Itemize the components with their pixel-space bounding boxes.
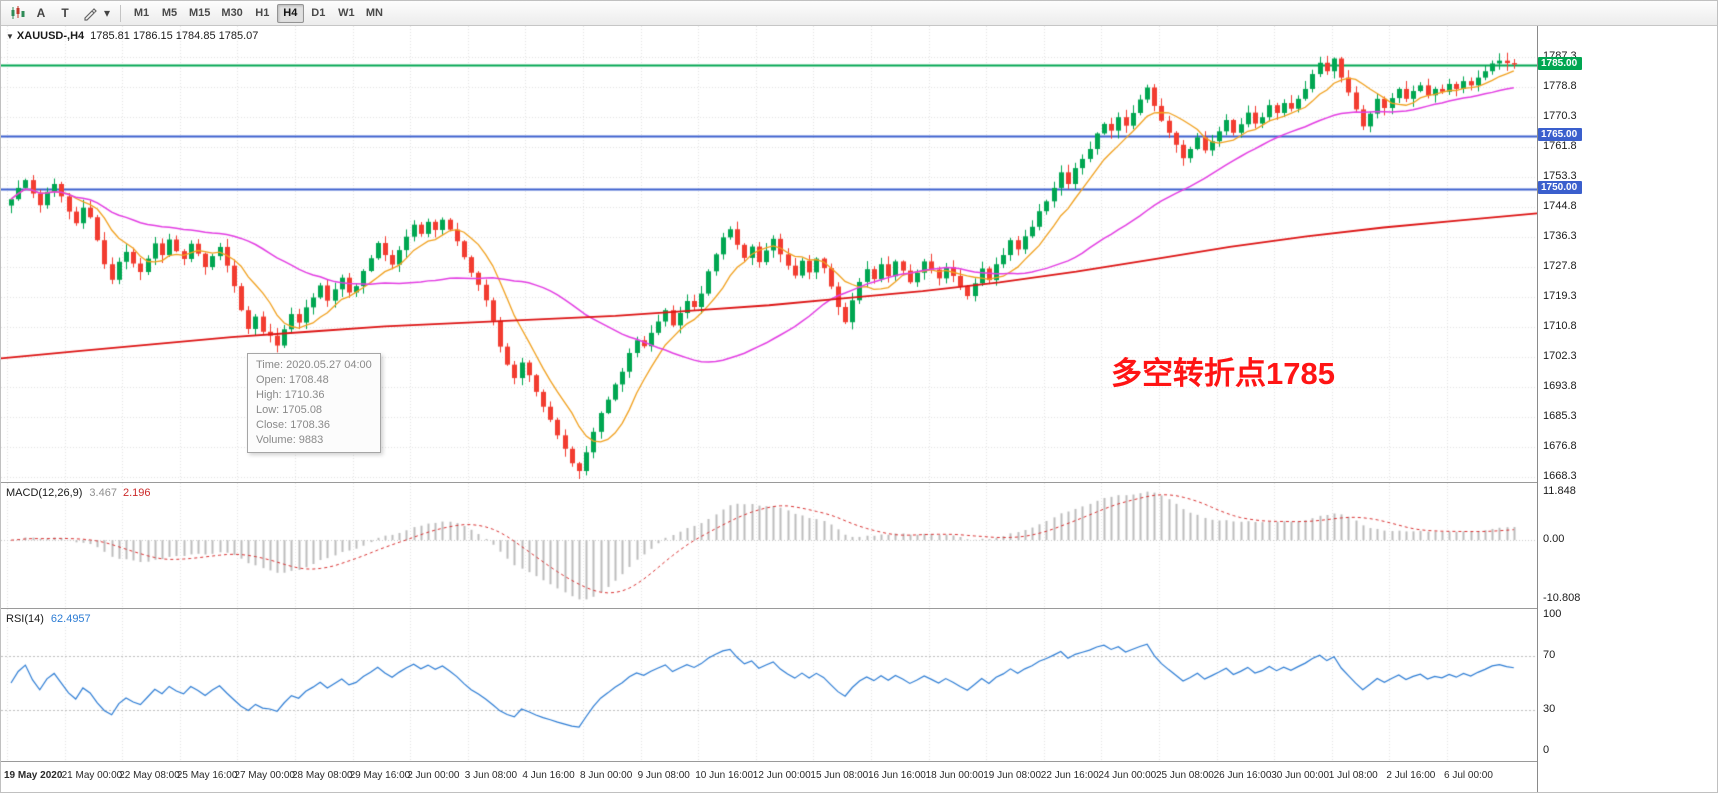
time-axis-label: 22 Jun 16:00 bbox=[1040, 770, 1099, 781]
macd-axis-label: 0.00 bbox=[1543, 533, 1565, 546]
panel-separator[interactable] bbox=[1, 761, 1717, 762]
rsi-value: 62.4957 bbox=[50, 613, 91, 625]
timeframe-button-w1[interactable]: W1 bbox=[338, 7, 355, 19]
panel-separator[interactable] bbox=[1, 608, 1717, 609]
timeframe-toolbar: M1 M5 M15 M30 H1 H4 D1 W1 MN bbox=[128, 3, 388, 23]
time-axis-label: 22 May 08:00 bbox=[119, 770, 180, 781]
macd-indicator-canvas[interactable] bbox=[1, 483, 1537, 608]
time-axis-label: 3 Jun 08:00 bbox=[464, 770, 518, 781]
price-axis-label: 1736.3 bbox=[1543, 230, 1577, 243]
price-axis-label: 1770.3 bbox=[1543, 109, 1577, 122]
time-axis-label: 4 Jun 16:00 bbox=[522, 770, 575, 781]
timeframe-button-m5[interactable]: M5 bbox=[161, 7, 178, 19]
chart-annotation-text[interactable]: 多空转折点1785 bbox=[1111, 356, 1335, 391]
time-axis-label: 29 May 16:00 bbox=[349, 770, 411, 781]
price-axis-label: 1744.8 bbox=[1543, 199, 1577, 212]
rsi-axis-label: 30 bbox=[1543, 703, 1556, 716]
time-axis-label: 27 May 00:00 bbox=[234, 770, 295, 781]
drawing-toolbar: A T ▾ bbox=[5, 3, 113, 23]
tooltip-row: High: 1710.36 bbox=[256, 389, 325, 401]
drawing-tools-icon[interactable] bbox=[77, 3, 101, 23]
timeframe-button-m15[interactable]: M15 bbox=[189, 7, 211, 19]
time-axis-label: 26 Jun 16:00 bbox=[1213, 770, 1272, 781]
timeframe-button-h4[interactable]: H4 bbox=[276, 3, 304, 23]
price-axis-label: 1685.3 bbox=[1543, 410, 1577, 423]
time-axis-label: 6 Jul 00:00 bbox=[1444, 770, 1493, 781]
time-axis-label: 21 May 00:00 bbox=[61, 770, 123, 781]
time-scale[interactable]: 19 May 2020 21 May 00:00 22 May 08:00 25 Ma… bbox=[1, 762, 1537, 792]
time-axis-label: 24 Jun 00:00 bbox=[1098, 770, 1157, 781]
rsi-axis-label: 100 bbox=[1543, 608, 1562, 620]
time-axis-label: 2 Jul 16:00 bbox=[1386, 770, 1436, 781]
hline-price-tag: 1765.00 bbox=[1538, 127, 1583, 141]
price-axis-label: 1753.3 bbox=[1543, 169, 1577, 182]
time-axis-label: 25 May 16:00 bbox=[176, 770, 238, 781]
text-frame-icon[interactable]: T bbox=[61, 6, 69, 20]
tooltip-row: Low: 1705.08 bbox=[256, 404, 323, 416]
chart-ohlc-values: 1785.81 1786.15 1784.85 1785.07 bbox=[90, 30, 259, 42]
rsi-indicator-label: RSI(14) 62.4957 bbox=[6, 613, 91, 625]
time-axis-label: 16 Jun 16:00 bbox=[868, 770, 926, 781]
price-axis-label: 1693.8 bbox=[1543, 380, 1577, 393]
rsi-axis-label: 0 bbox=[1543, 744, 1550, 756]
hline-price-tag: 1785.00 bbox=[1538, 56, 1583, 70]
price-axis-label: 1668.3 bbox=[1543, 470, 1577, 483]
price-axis-label: 1710.8 bbox=[1543, 320, 1577, 333]
rsi-name: RSI(14) bbox=[6, 613, 44, 625]
price-axis-label: 1727.8 bbox=[1543, 260, 1577, 273]
macd-axis-label: 11.848 bbox=[1543, 485, 1576, 497]
candle-data-tooltip: Time: 2020.05.27 04:00 Open: 1708.48 High:… bbox=[247, 353, 381, 453]
text-label-icon[interactable]: A bbox=[36, 6, 46, 20]
macd-indicator-label: MACD(12,26,9) 3.467 2.196 bbox=[6, 487, 151, 499]
price-axis-label: 1778.8 bbox=[1543, 79, 1577, 92]
macd-signal-value: 2.196 bbox=[122, 487, 151, 499]
chart-symbol-period: XAUUSD-,H4 bbox=[16, 30, 85, 42]
price-chart-canvas[interactable] bbox=[1, 26, 1537, 482]
tooltip-row: Volume: 9883 bbox=[256, 434, 324, 446]
macd-name: MACD(12,26,9) bbox=[6, 487, 83, 499]
dropdown-caret-icon[interactable]: ▾ bbox=[103, 6, 111, 20]
timeframe-button-mn[interactable]: MN bbox=[365, 7, 383, 19]
time-axis-label: 2 Jun 00:00 bbox=[407, 770, 460, 781]
price-axis-label: 1702.3 bbox=[1543, 350, 1577, 363]
tooltip-row: Time: 2020.05.27 04:00 bbox=[256, 359, 372, 371]
time-axis-label: 1 Jul 08:00 bbox=[1328, 770, 1378, 781]
price-axis-label: 1761.8 bbox=[1543, 139, 1577, 152]
timeframe-button-m30[interactable]: M30 bbox=[221, 7, 243, 19]
chart-title: ▼ XAUUSD-,H4 1785.81 1786.15 1784.85 1785.… bbox=[6, 30, 258, 42]
panel-separator[interactable] bbox=[1, 482, 1717, 483]
time-axis-label: 12 Jun 00:00 bbox=[752, 770, 811, 781]
macd-axis-label: -10.808 bbox=[1543, 592, 1581, 604]
time-axis-label: 18 Jun 00:00 bbox=[925, 770, 984, 781]
tooltip-row: Open: 1708.48 bbox=[256, 374, 329, 386]
price-axis-label: 1719.3 bbox=[1543, 290, 1577, 303]
rsi-indicator-canvas[interactable] bbox=[1, 609, 1537, 761]
time-axis-label: 9 Jun 08:00 bbox=[637, 770, 690, 781]
toolbar-separator bbox=[120, 4, 121, 22]
tooltip-row: Close: 1708.36 bbox=[256, 419, 330, 431]
timeframe-button-h1[interactable]: H1 bbox=[255, 7, 270, 19]
time-axis-label: 19 May 2020 bbox=[4, 770, 63, 781]
collapse-chart-icon[interactable]: ▼ bbox=[6, 32, 14, 41]
hline-price-tag: 1750.00 bbox=[1538, 180, 1583, 194]
time-axis-label: 15 Jun 08:00 bbox=[810, 770, 869, 781]
timeframe-button-d1[interactable]: D1 bbox=[311, 7, 326, 19]
time-axis-label: 10 Jun 16:00 bbox=[695, 770, 754, 781]
macd-main-value: 3.467 bbox=[89, 487, 117, 499]
chart-bars-icon[interactable] bbox=[5, 3, 29, 23]
time-axis-label: 30 Jun 00:00 bbox=[1271, 770, 1330, 781]
time-axis-label: 19 Jun 08:00 bbox=[983, 770, 1042, 781]
time-axis-label: 25 Jun 08:00 bbox=[1156, 770, 1214, 781]
time-axis-label: 28 May 08:00 bbox=[292, 770, 353, 781]
rsi-axis-label: 70 bbox=[1543, 648, 1556, 661]
timeframe-button-m1[interactable]: M1 bbox=[133, 7, 150, 19]
time-axis-label: 8 Jun 00:00 bbox=[580, 770, 633, 781]
price-scale[interactable]: 1787.3 1778.8 1770.3 1761.8 1753.3 1744.8 1736… bbox=[1537, 26, 1717, 792]
price-axis-label: 1676.8 bbox=[1543, 440, 1577, 453]
toolbar: A T ▾ M1 M5 M15 M30 H1 H4 D1 W1 MN bbox=[1, 1, 1717, 26]
